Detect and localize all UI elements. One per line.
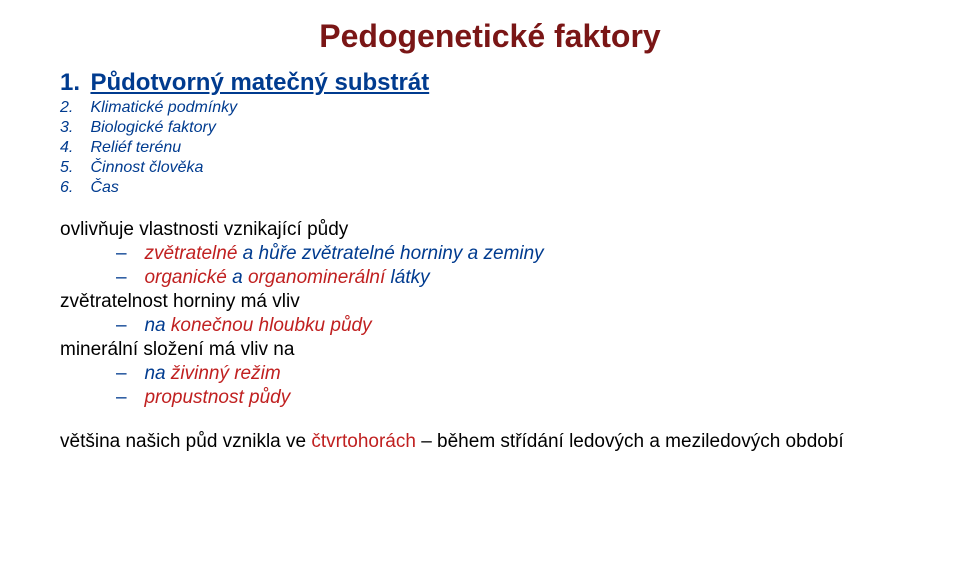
bullet-5: – propustnost půdy [116,387,920,409]
body-section: ovlivňuje vlastnosti vznikající půdy – z… [60,219,920,453]
bullet-3-a: na [144,315,170,336]
dash-icon: – [116,363,140,385]
list-label-3: Biologické faktory [90,119,215,136]
body-line-3: minerální složení má vliv na [60,339,920,361]
list-label-1: Půdotvorný matečný substrát [90,69,429,96]
body-line-1: ovlivňuje vlastnosti vznikající půdy [60,219,920,241]
list-label-4: Reliéf terénu [90,139,181,156]
bullet-4-a: na [144,363,170,384]
bullet-1-rest: a hůře zvětratelné horniny a zeminy [237,243,543,264]
bullet-2: – organické a organominerální látky [116,267,920,289]
list-num-5: 5. [60,159,86,177]
list-num-2: 2. [60,99,86,117]
list-label-6: Čas [90,179,118,196]
line4-b: čtvrtohorách [311,431,416,452]
list-item-6: 6. Čas [60,179,920,197]
bullet-2-d: látky [385,267,429,288]
bullet-3-b: konečnou hloubku půdy [171,315,372,336]
list-label-2: Klimatické podmínky [90,99,237,116]
line4-c: – během střídání ledových a meziledových… [416,431,844,452]
bullet-2-b: a [227,267,248,288]
bullet-2-c: organominerální [248,267,385,288]
line4-a: většina našich půd vznikla ve [60,431,311,452]
bullet-4-b: živinný režim [171,363,281,384]
body-line-4: většina našich půd vznikla ve čtvrtohorá… [60,431,920,453]
slide-title: Pedogenetické faktory [60,18,920,55]
bullet-1: – zvětratelné a hůře zvětratelné horniny… [116,243,920,265]
bullet-2-a: organické [144,267,226,288]
body-line-2: zvětratelnost horniny má vliv [60,291,920,313]
list-num-6: 6. [60,179,86,197]
list-item-4: 4. Reliéf terénu [60,139,920,157]
bullet-3: – na konečnou hloubku půdy [116,315,920,337]
dash-icon: – [116,315,140,337]
list-num-1: 1. [60,69,86,97]
dash-icon: – [116,243,140,265]
list-num-4: 4. [60,139,86,157]
dash-icon: – [116,267,140,289]
bullet-4: – na živinný režim [116,363,920,385]
list-label-5: Činnost člověka [90,159,203,176]
numbered-list: 1. Půdotvorný matečný substrát 2. Klimat… [60,69,920,197]
list-item-1: 1. Půdotvorný matečný substrát [60,69,920,97]
list-item-5: 5. Činnost člověka [60,159,920,177]
dash-icon: – [116,387,140,409]
list-item-3: 3. Biologické faktory [60,119,920,137]
bullet-1-red: zvětratelné [144,243,237,264]
bullet-5-text: propustnost půdy [144,387,290,408]
list-num-3: 3. [60,119,86,137]
slide-page: Pedogenetické faktory 1. Půdotvorný mate… [0,0,960,562]
list-item-2: 2. Klimatické podmínky [60,99,920,117]
